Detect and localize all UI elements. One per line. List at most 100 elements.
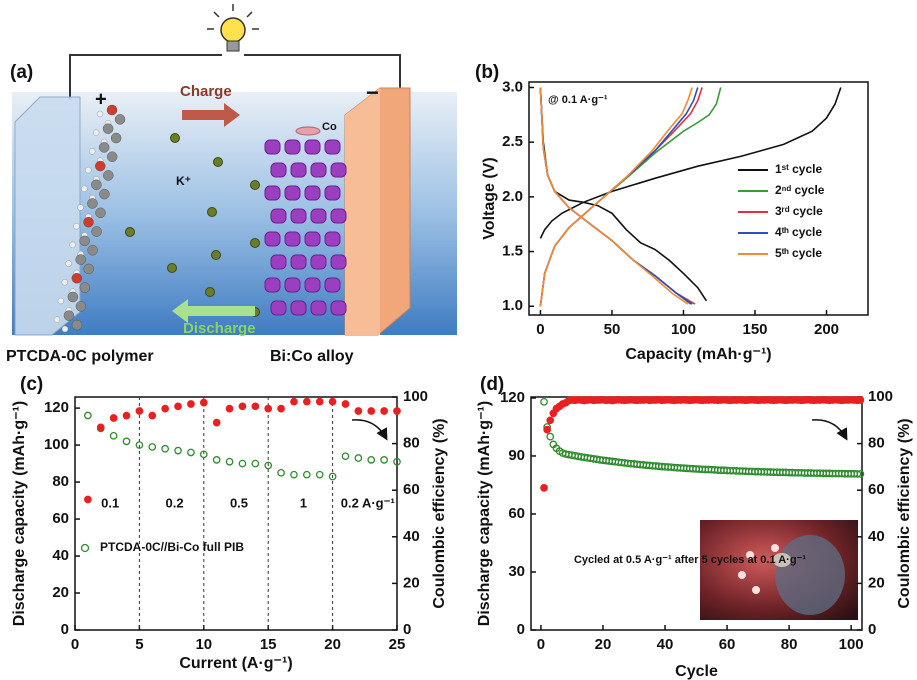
alloy-cluster: [285, 140, 300, 154]
plot-frame: [75, 397, 397, 630]
y-tick-label: 80: [52, 473, 69, 490]
x-tick-label: 40: [657, 636, 674, 653]
point: [368, 408, 374, 414]
point: [226, 405, 232, 411]
y-tick-label: 20: [52, 584, 69, 601]
atom: [54, 317, 60, 323]
point: [110, 433, 116, 439]
y-tick-label: 1.0: [502, 297, 523, 314]
x-tick-label: 10: [195, 636, 212, 653]
segment-label: 1: [300, 495, 307, 510]
legend-label: 4ᵗʰ cycle: [775, 225, 822, 239]
point: [252, 460, 258, 466]
point: [213, 457, 219, 463]
ion: [251, 181, 260, 190]
atom: [107, 152, 117, 162]
atom: [95, 208, 105, 218]
legend-label: 1ˢᵗ cycle: [775, 162, 822, 176]
atom: [103, 124, 113, 134]
atom: [91, 180, 101, 190]
segment-label: 0.1: [101, 495, 119, 510]
alloy-cluster: [311, 163, 326, 177]
atom: [85, 167, 91, 173]
y2-tick-label: 40: [868, 528, 885, 545]
co-label: Co: [322, 121, 337, 133]
alloy-cluster: [305, 278, 320, 292]
point: [188, 401, 194, 407]
atom: [103, 170, 113, 180]
point: [213, 419, 219, 425]
point: [123, 412, 129, 418]
alloy-cluster: [271, 163, 286, 177]
y-tick-label: 2.0: [502, 188, 523, 205]
atom: [111, 133, 121, 143]
atom: [92, 227, 102, 237]
bulb: [207, 4, 259, 51]
point: [149, 412, 155, 418]
atom: [74, 223, 80, 229]
point: [304, 398, 310, 404]
y-tick-label: 60: [508, 505, 525, 522]
x-tick-label: 50: [604, 321, 621, 338]
y2-tick-label: 100: [868, 388, 893, 405]
caption: PTCDA-0C polymer: [6, 348, 154, 365]
y2-tick-label: 80: [868, 435, 885, 452]
y2-tick-label: 60: [868, 481, 885, 498]
y2-axis-label: Coulombic efficiency (%): [896, 418, 913, 608]
alloy-cluster: [271, 301, 286, 315]
point: [541, 485, 547, 491]
point: [355, 408, 361, 414]
y2-tick-label: 0: [868, 621, 876, 638]
point: [175, 447, 181, 453]
minus-sign: −: [366, 80, 379, 105]
plus-sign: +: [95, 88, 107, 110]
alloy-cluster: [311, 255, 326, 269]
alloy-cluster: [325, 278, 340, 292]
y-tick-label: 0: [61, 621, 69, 638]
ion-label: K⁺: [176, 174, 191, 188]
legend-label: 3ʳᵈ cycle: [775, 204, 823, 218]
point: [110, 415, 116, 421]
point: [265, 405, 271, 411]
point: [278, 470, 284, 476]
atom: [115, 114, 125, 124]
inset-photo: [700, 520, 858, 620]
alloy-cluster: [331, 209, 346, 223]
ion: [126, 228, 135, 237]
point: [239, 460, 245, 466]
alloy-cluster: [265, 232, 280, 246]
point: [368, 457, 374, 463]
point: [136, 408, 142, 414]
alloy-cluster: [265, 278, 280, 292]
y-tick-label: 100: [44, 436, 69, 453]
y-tick-label: 40: [52, 547, 69, 564]
point: [544, 426, 550, 432]
point: [162, 405, 168, 411]
point: [394, 408, 400, 414]
atom: [81, 186, 87, 192]
y-tick-label: 60: [52, 510, 69, 527]
point: [317, 471, 323, 477]
x-axis-label: Capacity (mAh·g⁻¹): [625, 346, 771, 363]
ion: [208, 208, 217, 217]
alloy-cluster: [331, 163, 346, 177]
point: [317, 398, 323, 404]
discharge-label: Discharge: [183, 320, 256, 337]
point: [342, 401, 348, 407]
y2-axis-label: Coulombic efficiency (%): [431, 418, 448, 608]
legend-label: 5ᵗʰ cycle: [775, 246, 822, 260]
point: [188, 449, 194, 455]
atom: [72, 273, 82, 283]
y-axis-label: Discharge capacity (mAh·g⁻¹): [476, 401, 493, 626]
atom: [84, 264, 94, 274]
x-axis-label: Cycle: [675, 663, 718, 680]
x-tick-label: 0: [537, 636, 545, 653]
point: [201, 399, 207, 405]
y2-tick-label: 100: [403, 388, 428, 405]
atom: [77, 204, 83, 210]
schematic: + − Charge Discharge K⁺ Co PTCDA-0C poly…: [6, 4, 457, 365]
y2-tick-label: 20: [868, 574, 885, 591]
point: [541, 399, 547, 405]
atom: [62, 326, 68, 332]
point: [149, 444, 155, 450]
